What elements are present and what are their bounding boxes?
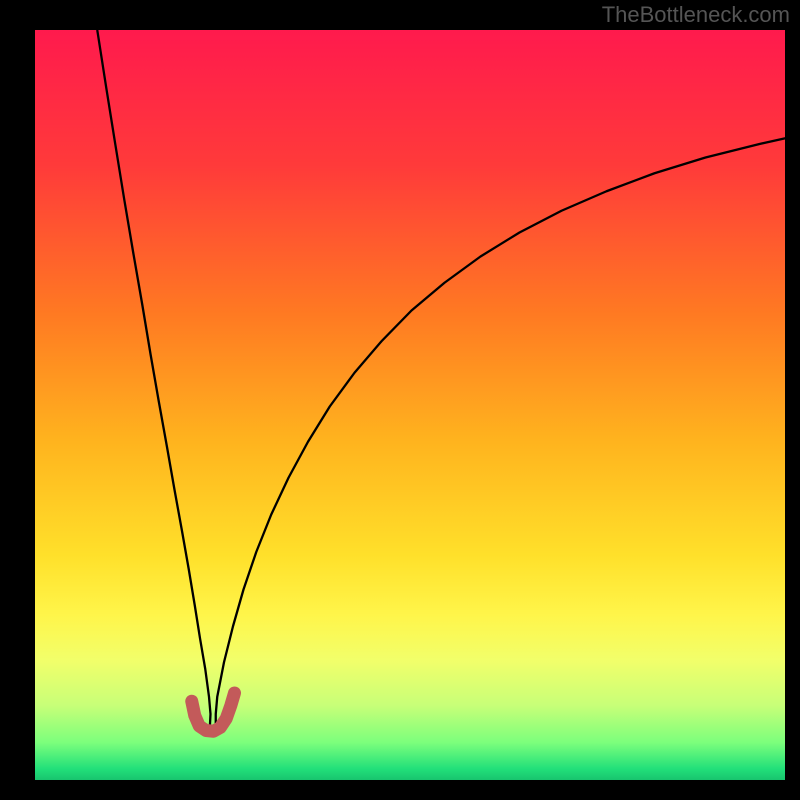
watermark-text: TheBottleneck.com bbox=[602, 2, 790, 28]
bottleneck-chart bbox=[0, 0, 800, 800]
chart-container: TheBottleneck.com bbox=[0, 0, 800, 800]
plot-gradient-background bbox=[35, 30, 785, 780]
